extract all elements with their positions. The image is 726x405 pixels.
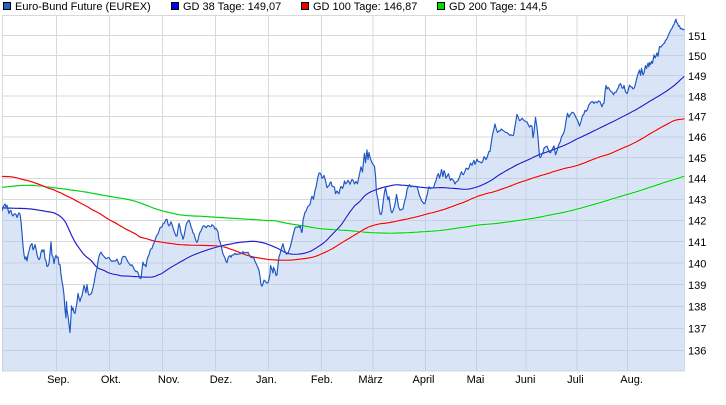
svg-text:150: 150 — [688, 51, 706, 63]
svg-text:April: April — [412, 374, 434, 386]
svg-text:146: 146 — [688, 132, 706, 144]
svg-text:142: 142 — [688, 216, 706, 228]
svg-text:147: 147 — [688, 112, 706, 124]
svg-text:139: 139 — [688, 280, 706, 292]
svg-text:138: 138 — [688, 302, 706, 314]
svg-text:Mai: Mai — [467, 374, 485, 386]
svg-text:Euro-Bund Future (EUREX): Euro-Bund Future (EUREX) — [15, 1, 151, 13]
svg-text:141: 141 — [688, 237, 706, 249]
svg-text:GD 38 Tage: 149,07: GD 38 Tage: 149,07 — [183, 1, 281, 13]
svg-text:145: 145 — [688, 153, 706, 165]
svg-text:149: 149 — [688, 71, 706, 83]
svg-text:151: 151 — [688, 31, 706, 43]
svg-text:Juni: Juni — [515, 374, 535, 386]
svg-text:Feb.: Feb. — [311, 374, 333, 386]
svg-text:Jan.: Jan. — [256, 374, 277, 386]
svg-text:Sep.: Sep. — [47, 374, 70, 386]
svg-text:GD 100 Tage: 146,87: GD 100 Tage: 146,87 — [313, 1, 417, 13]
svg-text:GD 200 Tage: 144,5: GD 200 Tage: 144,5 — [449, 1, 547, 13]
svg-text:März: März — [358, 374, 382, 386]
svg-text:137: 137 — [688, 324, 706, 336]
svg-text:148: 148 — [688, 91, 706, 103]
svg-text:143: 143 — [688, 195, 706, 207]
svg-text:Dez.: Dez. — [210, 374, 233, 386]
svg-text:140: 140 — [688, 258, 706, 270]
svg-text:144: 144 — [688, 174, 706, 186]
svg-text:Nov.: Nov. — [158, 374, 180, 386]
svg-text:136: 136 — [688, 346, 706, 358]
svg-text:Okt.: Okt. — [101, 374, 121, 386]
svg-text:Juli: Juli — [567, 374, 584, 386]
svg-text:Aug.: Aug. — [620, 374, 643, 386]
